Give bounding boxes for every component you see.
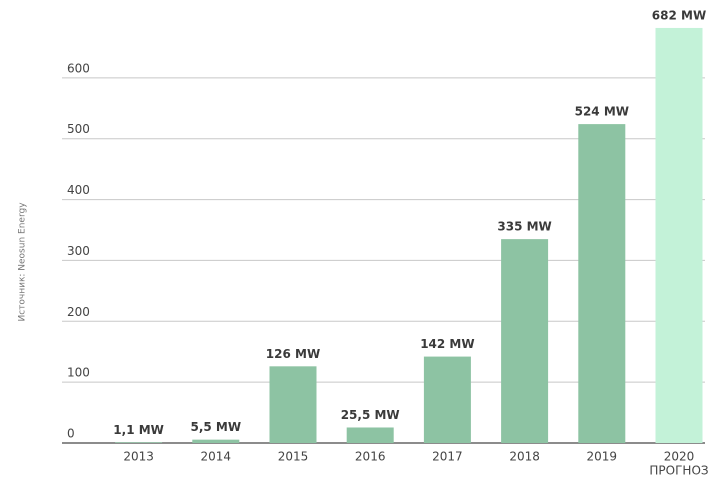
bar: [655, 27, 703, 444]
y-tick-label: 300: [67, 244, 90, 258]
x-tick-label: 2014: [201, 450, 232, 464]
y-tick-label: 500: [67, 122, 90, 136]
x-tick-label: 2015: [278, 450, 309, 464]
category-note: ПРОГНОЗ: [649, 464, 708, 478]
x-tick-label: 2017: [432, 450, 463, 464]
y-tick-label: 0: [67, 427, 75, 441]
x-tick-label: 2013: [123, 450, 154, 464]
x-tick-label: 2016: [355, 450, 386, 464]
bar: [501, 239, 549, 443]
x-tick-label: 2019: [587, 450, 618, 464]
bar: [346, 427, 394, 443]
bar: [269, 366, 317, 443]
source-note: Источник: Neosun Energy: [18, 202, 28, 322]
y-tick-label: 400: [67, 183, 90, 197]
bar: [423, 356, 471, 443]
y-tick-label: 600: [67, 61, 90, 75]
bar: [578, 124, 626, 443]
value-label: 1,1 MW: [113, 423, 164, 437]
x-tick-label: 2018: [509, 450, 540, 464]
bar: [192, 439, 240, 443]
value-label: 682 MW: [652, 8, 706, 22]
bar: [115, 442, 163, 443]
value-label: 5,5 MW: [190, 420, 241, 434]
y-tick-label: 100: [67, 366, 90, 380]
value-label: 25,5 MW: [341, 408, 400, 422]
x-tick-label: 2020: [664, 450, 695, 464]
value-label: 142 MW: [420, 337, 474, 351]
value-label: 335 MW: [497, 220, 551, 234]
y-tick-label: 200: [67, 305, 90, 319]
value-label: 524 MW: [575, 105, 629, 119]
value-label: 126 MW: [266, 347, 320, 361]
